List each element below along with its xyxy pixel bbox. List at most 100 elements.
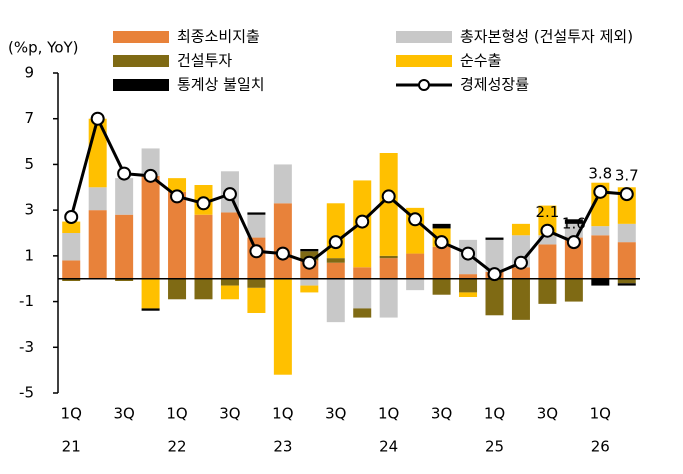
line-marker xyxy=(434,235,449,250)
line-marker xyxy=(566,235,581,250)
bar-segment xyxy=(326,278,345,323)
bar-segment xyxy=(459,278,478,293)
bar-segment xyxy=(432,246,451,279)
bar-segment xyxy=(141,148,160,176)
bar-segment xyxy=(591,278,610,286)
bar-segment xyxy=(247,212,266,215)
bar-segment xyxy=(62,221,81,233)
legend-swatch xyxy=(396,55,452,67)
legend-label: 총자본형성 (건설투자 제외) xyxy=(460,28,633,46)
bar-segment xyxy=(141,278,160,309)
bar-segment xyxy=(538,278,557,304)
bar-segment xyxy=(194,278,213,300)
bar-segment xyxy=(379,278,398,318)
legend-marker xyxy=(418,79,430,91)
line-marker xyxy=(64,210,79,224)
x-year-label: 21 xyxy=(62,438,81,456)
bar-segment xyxy=(62,260,81,279)
bar-segment xyxy=(326,203,345,259)
y-tick-label: -1 xyxy=(19,292,34,310)
x-year-label: 26 xyxy=(591,438,610,456)
bar-segment xyxy=(379,258,398,279)
bar-segment xyxy=(564,219,583,224)
x-year-label: 24 xyxy=(379,438,398,456)
bar-segment xyxy=(485,278,504,316)
bar-segment xyxy=(194,214,213,279)
legend-swatch xyxy=(396,31,452,43)
bar-segment xyxy=(511,278,530,320)
bar-segment xyxy=(617,283,636,286)
data-label: 1.6 xyxy=(562,215,586,233)
bar-segment xyxy=(406,278,425,291)
bar-segment xyxy=(379,255,398,259)
y-tick-label: -5 xyxy=(19,384,34,402)
y-axis-label: (%p, YoY) xyxy=(8,39,79,57)
bar-segment xyxy=(511,267,530,279)
y-tick-label: -3 xyxy=(19,338,34,356)
line-marker xyxy=(302,255,317,270)
line-marker xyxy=(619,187,634,202)
bar-segment xyxy=(538,235,557,245)
bar-segment xyxy=(115,214,134,279)
legend-swatch xyxy=(113,31,169,43)
bar-segment xyxy=(168,191,187,279)
data-label: 3.7 xyxy=(615,167,639,185)
x-tick-label: 1Q xyxy=(272,405,293,423)
bar-segment xyxy=(406,253,425,279)
bar-segment xyxy=(220,278,239,286)
y-tick-label: 9 xyxy=(24,64,34,82)
bar-segment xyxy=(485,237,504,240)
bar-segment xyxy=(220,285,239,300)
bar-segment xyxy=(459,292,478,297)
bar-segment xyxy=(62,278,81,281)
x-tick-label: 1Q xyxy=(590,405,611,423)
y-tick-label: 3 xyxy=(24,201,34,219)
line-marker xyxy=(593,184,608,199)
bar-segment xyxy=(88,187,107,211)
bar-segment xyxy=(591,235,610,279)
bar-segment xyxy=(432,278,451,295)
line-marker xyxy=(275,246,290,261)
line-marker xyxy=(355,214,370,229)
legend-label: 순수출 xyxy=(460,52,501,70)
y-tick-label: 5 xyxy=(24,155,34,173)
bar-segment xyxy=(617,223,636,243)
bar-segment xyxy=(617,278,636,284)
bar-segment xyxy=(115,278,134,281)
x-year-label: 22 xyxy=(167,438,186,456)
bar-segment xyxy=(300,278,319,286)
bar-segment xyxy=(538,244,557,279)
x-year-label: 25 xyxy=(485,438,504,456)
legend-label: 경제성장률 xyxy=(460,76,529,94)
bar-segment xyxy=(273,278,292,375)
bar-segment xyxy=(273,164,292,204)
bar-segment xyxy=(273,203,292,279)
x-tick-label: 1Q xyxy=(378,405,399,423)
bar-segment xyxy=(591,226,610,236)
legend-label: 건설투자 xyxy=(177,52,232,70)
data-label: 2.1 xyxy=(535,203,559,221)
bar-segment xyxy=(353,267,372,279)
x-tick-label: 3Q xyxy=(113,405,134,423)
data-label: 3.8 xyxy=(588,164,612,182)
bar-segment xyxy=(88,210,107,279)
y-tick-label: 7 xyxy=(24,109,34,127)
y-tick-label: 1 xyxy=(24,246,34,264)
bar-segment xyxy=(62,233,81,261)
growth-line xyxy=(69,114,627,276)
line-marker xyxy=(90,111,105,126)
line-marker xyxy=(408,212,423,227)
bar-segment xyxy=(247,278,266,288)
x-tick-label: 3Q xyxy=(219,405,240,423)
legend-label: 최종소비지출 xyxy=(177,28,260,46)
x-tick-label: 3Q xyxy=(537,405,558,423)
bar-segment xyxy=(326,258,345,263)
line-marker xyxy=(381,189,396,204)
line-marker xyxy=(328,235,343,250)
line-marker xyxy=(170,189,185,204)
bar-segment xyxy=(220,212,239,279)
legend-swatch xyxy=(113,55,169,67)
bar-segment xyxy=(564,278,583,302)
x-tick-label: 3Q xyxy=(325,405,346,423)
